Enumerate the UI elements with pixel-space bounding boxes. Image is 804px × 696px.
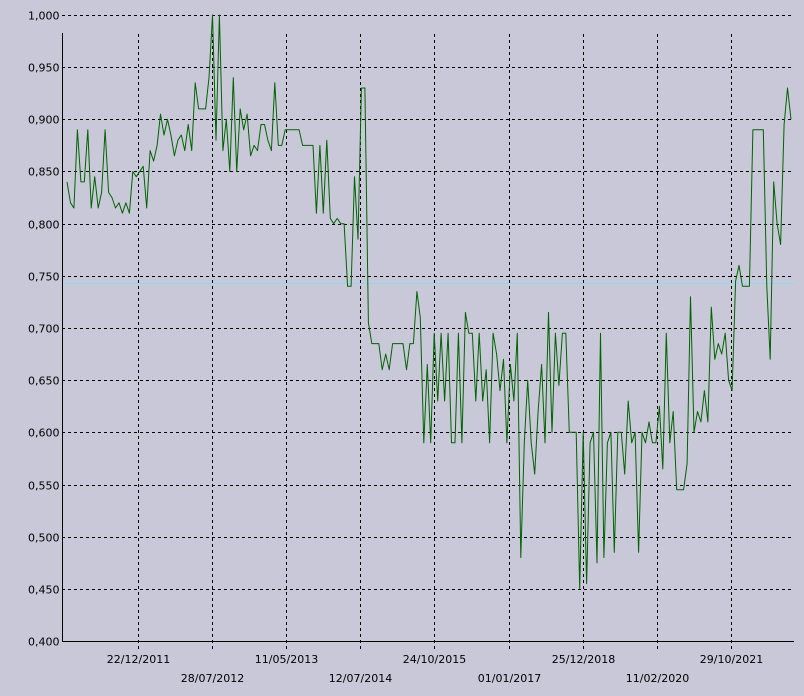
x-tick-label: 24/10/2015	[403, 653, 466, 666]
y-tick-label: 0,650	[28, 375, 60, 388]
axes: 0,400 0,450 0,500 0,550 0,600 0,650 0,700 0,750…	[28, 10, 794, 685]
y-tick-label: 1,000	[28, 10, 60, 23]
series-layer	[66, 14, 792, 590]
x-tick-label: 11/02/2020	[626, 672, 689, 685]
y-tick-label: 0,950	[28, 62, 60, 75]
y-tick-label: 0,450	[28, 584, 60, 597]
x-tick-label: 22/12/2011	[107, 653, 170, 666]
y-tick-label: 0,600	[28, 427, 60, 440]
y-tick-label: 0,750	[28, 271, 60, 284]
y-tick-label: 0,500	[28, 532, 60, 545]
y-tick-label: 0,700	[28, 323, 60, 336]
y-tick-label: 0,850	[28, 166, 60, 179]
y-tick-label: 0,900	[28, 114, 60, 127]
y-tick-label: 0,400	[28, 636, 60, 649]
y-tick-label: 0,550	[28, 480, 60, 493]
x-tick-label: 25/12/2018	[552, 653, 615, 666]
series-line	[66, 14, 792, 590]
x-tick-label: 12/07/2014	[329, 672, 392, 685]
x-tick-label: 11/05/2013	[255, 653, 318, 666]
y-tick-label: 0,800	[28, 219, 60, 232]
x-tick-label: 28/07/2012	[181, 672, 244, 685]
x-tick-label: 01/01/2017	[478, 672, 541, 685]
x-tick-label: 29/10/2021	[700, 653, 763, 666]
